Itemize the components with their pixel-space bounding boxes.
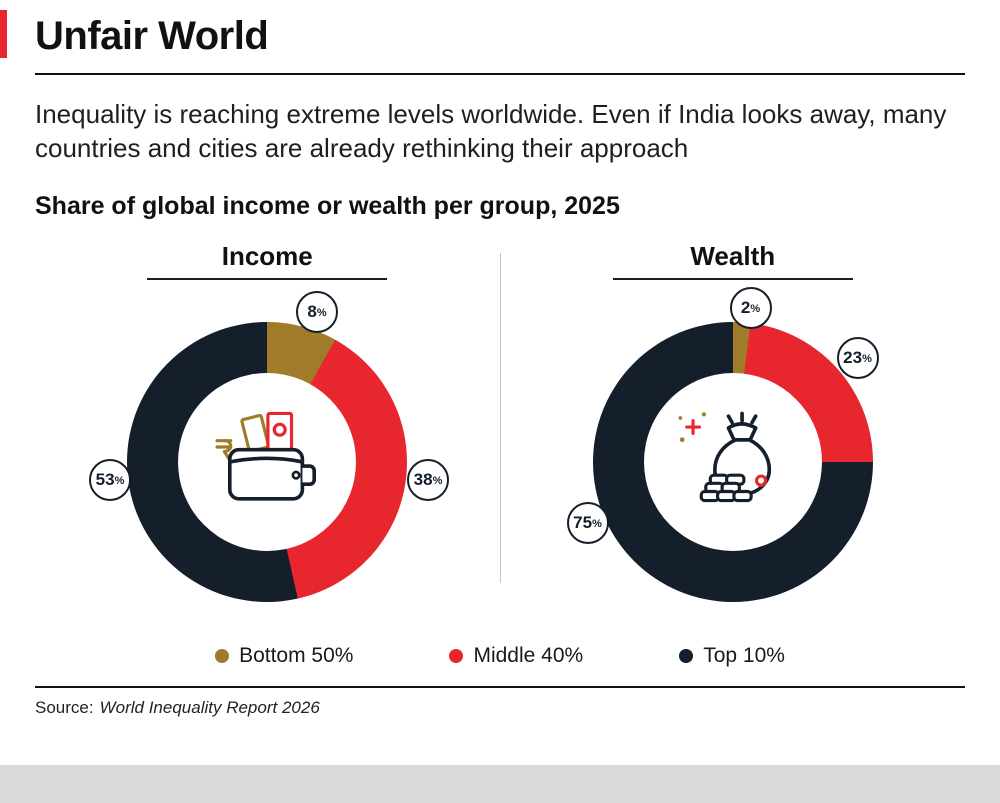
income-chart-title: Income <box>147 241 388 280</box>
wallet-money-icon <box>215 411 317 501</box>
legend-dot-middle40 <box>449 648 464 663</box>
wealth-callout-bottom50: 2% <box>729 286 772 329</box>
source-label: Source: <box>35 697 94 717</box>
legend-item-top10: Top 10% <box>679 644 785 668</box>
legend-label: Top 10% <box>703 643 785 667</box>
source-line: Source: World Inequality Report 2026 <box>35 685 965 718</box>
percent-sign: % <box>750 302 761 315</box>
income-chart-area: 8% 38% 53% <box>35 280 500 638</box>
legend-item-bottom50: Bottom 50% <box>215 644 353 668</box>
wealth-donut-chart <box>592 321 873 602</box>
chart-legend: Bottom 50% Middle 40% Top 10% <box>35 644 965 668</box>
chart-heading: Share of global income or wealth per gro… <box>35 191 620 220</box>
wealth-chart-title: Wealth <box>612 241 853 280</box>
wealth-donut-hole <box>643 372 822 551</box>
charts-row: Income <box>35 241 965 638</box>
percent-sign: % <box>592 517 602 530</box>
legend-dot-top10 <box>679 648 694 663</box>
callout-value: 2 <box>740 298 751 318</box>
wealth-chart-area: 2% 23% 75% <box>501 280 966 638</box>
legend-dot-bottom50 <box>215 648 230 663</box>
callout-value: 38 <box>413 470 433 490</box>
source-report-name: World Inequality Report 2026 <box>99 697 320 717</box>
income-callout-top10: 53% <box>89 458 131 501</box>
legend-label: Bottom 50% <box>239 643 354 667</box>
income-callout-bottom50: 8% <box>296 290 338 333</box>
wealth-callout-top10: 75% <box>566 501 609 544</box>
red-accent-bar <box>0 10 7 58</box>
callout-value: 75 <box>573 513 593 533</box>
callout-value: 53 <box>95 470 115 490</box>
percent-sign: % <box>316 306 327 319</box>
wealth-callout-middle40: 23% <box>836 336 879 379</box>
intro-text: Inequality is reaching extreme levels wo… <box>35 99 947 164</box>
percent-sign: % <box>862 352 872 365</box>
footer-gray-bar <box>0 765 1000 803</box>
income-callout-middle40: 38% <box>407 458 449 501</box>
percent-sign: % <box>432 474 443 487</box>
percent-sign: % <box>114 474 125 487</box>
income-donut-chart <box>127 321 408 602</box>
callout-value: 8 <box>307 302 317 322</box>
money-bag-icon <box>678 411 771 502</box>
wealth-chart-column: Wealth <box>501 241 966 638</box>
income-chart-column: Income <box>35 241 500 638</box>
vertical-divider <box>499 252 501 583</box>
legend-item-middle40: Middle 40% <box>449 644 583 668</box>
page-title: Unfair World <box>35 14 269 58</box>
title-divider <box>35 73 965 75</box>
legend-label: Middle 40% <box>473 643 584 667</box>
income-donut-hole <box>178 372 357 551</box>
callout-value: 23 <box>843 348 863 368</box>
